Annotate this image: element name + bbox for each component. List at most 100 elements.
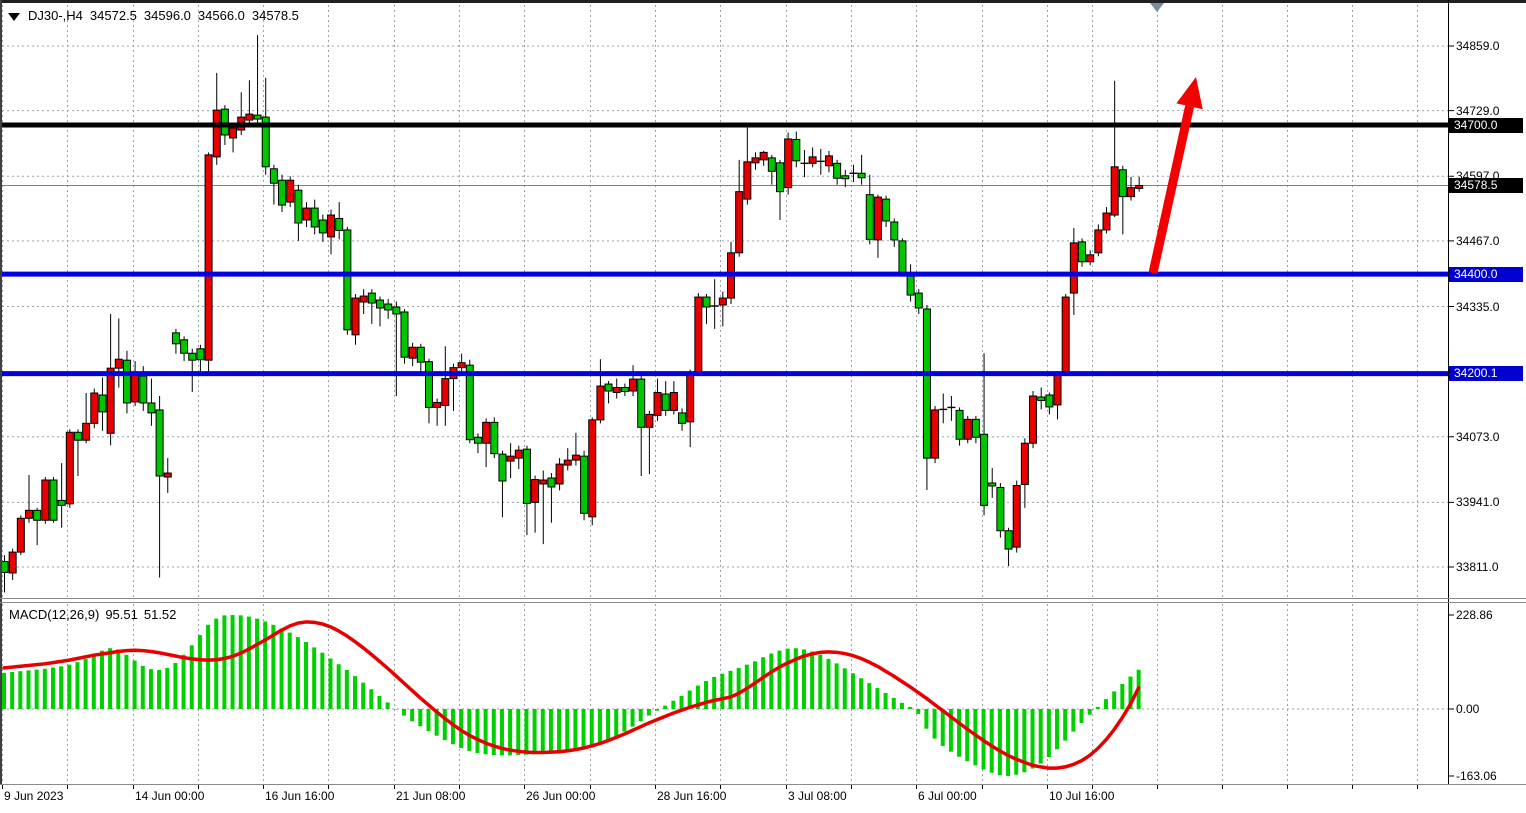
candle-body	[220, 108, 229, 136]
candle-body	[1004, 530, 1013, 550]
candle-body	[33, 509, 42, 521]
candle-body	[441, 378, 450, 406]
macd-bar	[246, 616, 251, 709]
hline-price-tag: 34700.0	[1449, 117, 1523, 133]
candle-body	[359, 295, 368, 303]
trend-arrow-shaft	[1148, 105, 1194, 274]
macd-bar	[663, 705, 668, 709]
macd-bar	[687, 690, 692, 709]
left-border	[0, 0, 2, 785]
candle-body	[620, 387, 629, 393]
price-axis-label: 34859.0	[1456, 39, 1500, 53]
macd-bar	[761, 657, 766, 709]
candle-body	[702, 296, 711, 308]
candle-body	[547, 477, 556, 488]
candle-body	[555, 463, 564, 485]
macd-bar	[148, 669, 153, 709]
macd-bar	[328, 658, 333, 709]
candle-body	[1118, 169, 1127, 198]
candle-body	[416, 346, 425, 363]
macd-bar	[173, 662, 178, 709]
candle-body	[163, 472, 172, 478]
candle-body	[408, 346, 417, 359]
macd-bar	[908, 706, 913, 709]
trend-arrow-object[interactable]	[1148, 77, 1203, 274]
macd-bar	[736, 667, 741, 709]
macd-bar	[393, 709, 398, 710]
candle-body	[571, 454, 580, 461]
macd-bar	[271, 624, 276, 709]
macd-bar	[99, 650, 104, 709]
macd-bar	[973, 709, 978, 766]
symbol-dropdown-icon[interactable]	[8, 12, 20, 21]
candle-body	[424, 361, 433, 408]
candle-body	[971, 418, 980, 438]
macd-bar	[238, 615, 243, 709]
macd-bar	[214, 618, 219, 709]
trend-arrow-head	[1176, 77, 1203, 110]
candle-body	[906, 275, 915, 296]
candle-body	[278, 179, 287, 206]
candle-body	[294, 189, 303, 224]
candle-body	[931, 409, 940, 459]
candle-body	[171, 332, 180, 345]
macd-axis-label: -163.06	[1456, 768, 1497, 783]
macd-bar	[1079, 709, 1084, 723]
macd-name: MACD(12,26,9)	[9, 607, 100, 622]
candle-body	[604, 383, 613, 392]
candle-body	[506, 455, 515, 462]
candle-body	[841, 175, 850, 180]
time-axis-label: 26 Jun 00:00	[526, 789, 596, 803]
candle-body	[678, 412, 687, 424]
macd-bar	[10, 672, 15, 709]
candle-body	[857, 172, 866, 179]
macd-bar	[704, 681, 709, 709]
macd-bar	[728, 670, 733, 709]
macd-bar	[720, 673, 725, 709]
time-axis[interactable]: 9 Jun 2023 14 Jun 00:00 16 Jun 16:00 21 Jun…	[0, 785, 1448, 813]
macd-bar	[26, 670, 31, 709]
current-price-tag: 34578.5	[1449, 177, 1523, 193]
hline-price-tag: 34400.0	[1449, 266, 1523, 282]
macd-bar	[940, 709, 945, 746]
macd-bar	[573, 709, 578, 750]
macd-bar	[467, 709, 472, 751]
candle-body	[792, 138, 801, 162]
macd-bar	[589, 709, 594, 747]
candle-body	[775, 162, 784, 193]
macd-bar	[606, 709, 611, 741]
candle-body	[1135, 184, 1144, 189]
macd-bar	[410, 709, 415, 722]
time-axis-label: 10 Jul 16:00	[1049, 789, 1115, 803]
macd-bar	[499, 709, 504, 756]
candle-body	[1102, 212, 1111, 231]
macd-bar	[777, 650, 782, 709]
macd-bar	[1014, 709, 1019, 775]
price-axis-label: 34467.0	[1456, 233, 1500, 248]
macd-bar	[263, 621, 268, 709]
macd-bar	[867, 683, 872, 709]
macd-bar	[516, 709, 521, 756]
macd-bar	[377, 695, 382, 709]
candle-body	[49, 479, 58, 521]
candle-body	[261, 116, 270, 168]
macd-bar	[548, 709, 553, 753]
macd-bar	[181, 654, 186, 709]
macd-bar	[842, 668, 847, 709]
macd-axis-label: 0.00	[1456, 702, 1480, 716]
candle-body	[57, 499, 66, 506]
time-axis-label: 14 Jun 00:00	[135, 789, 205, 803]
macd-bar	[42, 668, 47, 709]
chart-shift-marker[interactable]	[1150, 3, 1164, 12]
macd-bar	[965, 709, 970, 762]
candle-body	[122, 359, 131, 404]
price-axis[interactable]: 34859.0 34729.0 34597.0 34467.0 34335.0 34073…	[1448, 0, 1526, 785]
macd-bar	[818, 654, 823, 709]
time-axis-label: 6 Jul 00:00	[918, 789, 977, 803]
macd-signal-value: 51.52	[143, 607, 177, 622]
ohlc-open: 34572.5	[89, 8, 137, 23]
macd-bar	[426, 709, 431, 732]
macd-bar	[116, 649, 121, 709]
macd-bar	[157, 669, 162, 709]
